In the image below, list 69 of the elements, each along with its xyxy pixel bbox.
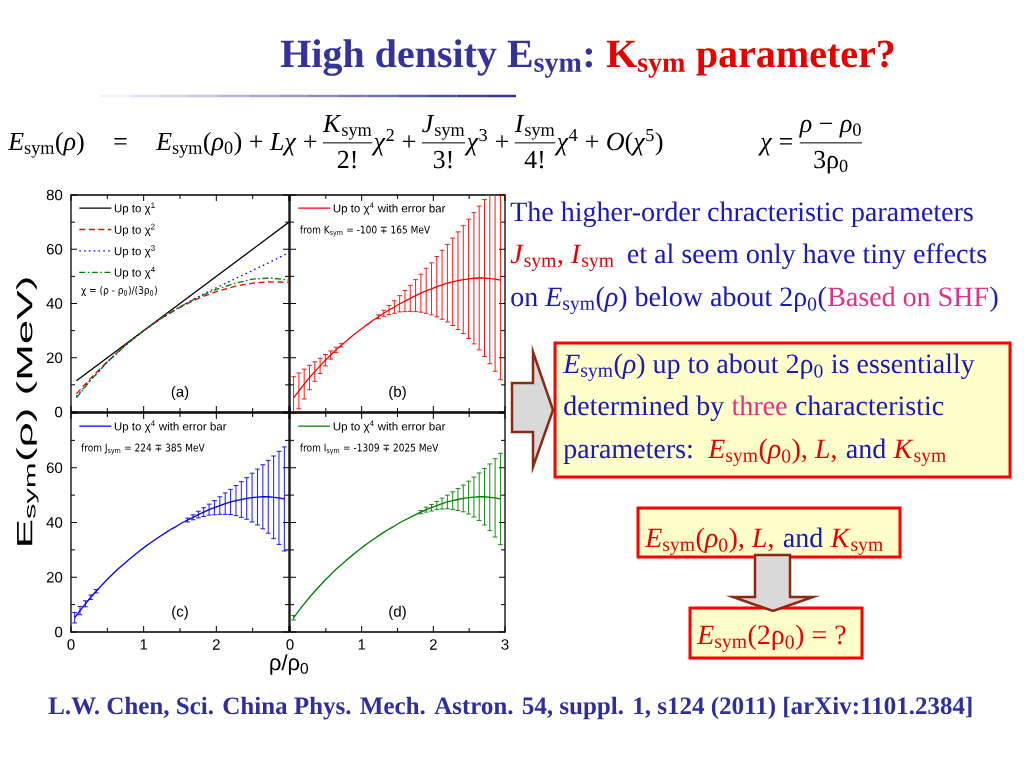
text: E$_{sym}$(ρ$_{0}$) + Lχ +: [155, 131, 317, 158]
text: et al seem only have tiny effects: [627, 243, 987, 270]
text: K$_{sym}$: [893, 439, 946, 466]
text: K$_{sym}$ parameter?: [606, 40, 894, 78]
legend-label: Up to χ$^{4}$ with error bar: [333, 420, 446, 433]
text: 3ρ$_{0}$: [814, 150, 848, 174]
text: and: [783, 527, 823, 548]
y-tick-label: 60: [46, 462, 63, 474]
annotation: (d): [389, 605, 406, 620]
text: 4!: [524, 150, 543, 169]
annotation: from J$_{sym}$ = 224 ∓ 385 MeV: [81, 443, 205, 455]
legend-label: Up to χ$^{2}$: [114, 223, 155, 237]
text: E$_{sym}$(ρ$_{0}$), L,: [644, 527, 773, 555]
x-tick-label: 2: [212, 639, 220, 650]
text: ): [990, 286, 998, 312]
text: parameters:: [563, 442, 692, 464]
text: determined by: [564, 395, 725, 422]
y-tick-label: 40: [46, 517, 63, 528]
text: J$_{sym}$: [422, 114, 465, 140]
text: on E$_{sym}$(ρ) below about 2ρ$_{0}$(: [511, 286, 826, 314]
text: I$_{sym}$: [514, 114, 555, 140]
text: E$_{sym}$(2ρ$_{0}$) = ?: [696, 624, 846, 652]
legend-label: Up to χ$^{3}$: [114, 245, 155, 258]
text: E$_{sym}$(ρ$_{0}$), L,: [707, 438, 836, 466]
x-axis-title: ρ/ρ$_{0}$: [270, 654, 309, 675]
text: ρ − ρ$_{0}$: [799, 119, 861, 138]
x-tick-label: 0: [286, 639, 294, 650]
legend-label: Up to χ$^{4}$: [114, 266, 155, 279]
x-tick-label: 3: [501, 639, 509, 650]
annotation: from K$_{sym}$ = -100 ∓ 165 MeV: [300, 225, 431, 237]
text: =: [114, 138, 127, 145]
text: E$_{sym}$(ρ) up to about 2ρ$_{0}$ is essentially: [562, 353, 975, 381]
text: E$_{sym}$(ρ): [7, 131, 84, 158]
x-tick-label: 2: [429, 639, 437, 650]
x-tick-label: 1: [140, 639, 148, 650]
text: χ =: [758, 138, 793, 156]
y-tick-label: 0: [55, 626, 63, 638]
text: χ$^{2}$ +: [371, 128, 416, 156]
text: and: [846, 438, 886, 459]
legend-label: Up to χ$^{4}$ with error bar: [114, 420, 227, 433]
y-tick-label: 20: [46, 352, 63, 364]
annotation: (b): [389, 385, 406, 400]
x-tick-label: 1: [358, 639, 366, 650]
text: High density E$_{sym}$:: [280, 39, 593, 78]
text: Based on SHF: [828, 286, 988, 307]
y-tick-label: 60: [46, 243, 63, 255]
annotation: (c): [172, 605, 188, 620]
text: 2!: [337, 150, 356, 169]
annotation: (a): [171, 385, 189, 400]
text: The higher-order chracteristic parameters: [510, 201, 973, 228]
text: K$_{sym}$: [830, 528, 883, 555]
text: L.W. Chen, Sci. China Phys. Mech. Astron. 54, suppl. 1, s124 (2011) [arXiv:1101.2384]: [48, 696, 972, 720]
text: χ$^{3}$ +: [464, 128, 509, 156]
y-tick-label: 40: [46, 298, 63, 309]
text: characteristic: [795, 395, 944, 416]
text: J$_{sym}$, I$_{sym}$: [510, 244, 614, 271]
annotation: from I$_{sym}$ = -1309 ∓ 2025 MeV: [300, 443, 439, 455]
x-tick-label: 0: [67, 639, 75, 650]
text: K$_{sym}$: [322, 114, 372, 140]
legend-label: Up to χ$^{4}$ with error bar: [333, 202, 446, 215]
text: χ$^{4}$ + O(χ$^{5}$): [554, 129, 663, 156]
legend-label: Up to χ$^{1}$: [114, 202, 155, 215]
y-tick-label: 80: [46, 189, 63, 201]
y-tick-label: 0: [55, 406, 63, 418]
annotation: χ = (ρ - ρ$_{0}$)/(3ρ$_{0}$): [81, 285, 157, 297]
y-axis-title: E$_{sym}$(ρ) (MeV): [16, 278, 39, 545]
y-tick-label: 20: [46, 571, 63, 583]
text: three: [731, 395, 787, 416]
text: 3!: [433, 150, 452, 169]
